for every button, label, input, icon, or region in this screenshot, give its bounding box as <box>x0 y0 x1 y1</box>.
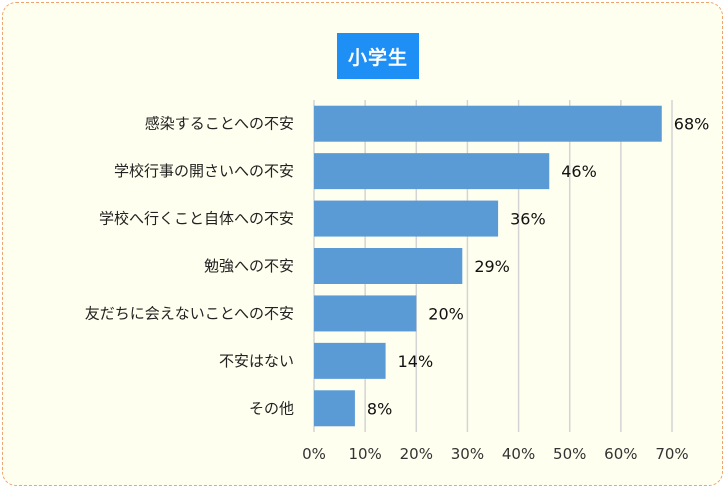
x-tick-label: 30% <box>451 445 484 463</box>
value-label: 29% <box>474 257 510 276</box>
category-label: 友だちに会えないことへの不安 <box>85 304 294 322</box>
category-label: 不安はない <box>219 352 294 370</box>
chart-title: 小学生 <box>337 33 419 79</box>
bar <box>314 342 386 379</box>
category-label: 学校行事の開さいへの不安 <box>114 162 294 180</box>
x-tick-label: 70% <box>655 445 688 463</box>
bar <box>314 248 463 284</box>
bars <box>314 105 662 427</box>
bar <box>314 200 499 237</box>
x-tick-label: 60% <box>604 445 637 463</box>
bar <box>314 153 550 190</box>
value-label: 46% <box>561 162 597 181</box>
category-label: その他 <box>249 399 294 417</box>
bar <box>314 295 417 332</box>
x-tick-label: 10% <box>348 445 381 463</box>
category-label: 学校へ行くこと自体への不安 <box>99 210 294 228</box>
value-label: 68% <box>674 115 710 134</box>
x-tick-label: 50% <box>553 445 586 463</box>
x-tick-label: 20% <box>400 445 433 463</box>
chart-frame <box>2 2 723 486</box>
value-label: 36% <box>510 210 546 229</box>
bar <box>314 390 355 427</box>
x-tick-label: 40% <box>502 445 535 463</box>
bar <box>314 105 662 142</box>
category-label: 感染することへの不安 <box>145 115 294 133</box>
category-label: 勉強への不安 <box>204 257 294 275</box>
value-label: 14% <box>398 352 434 371</box>
x-tick-label: 0% <box>302 445 326 463</box>
value-label: 8% <box>367 399 392 418</box>
value-label: 20% <box>428 304 464 323</box>
category-labels: 感染することへの不安学校行事の開さいへの不安学校へ行くこと自体への不安勉強への不… <box>85 115 294 418</box>
value-labels: 68% 46% 36% 29% 20% 14% 8% <box>367 115 709 419</box>
x-axis-ticks: 0% 10% 20% 30% 40% 50% 60% 70% <box>302 445 689 463</box>
